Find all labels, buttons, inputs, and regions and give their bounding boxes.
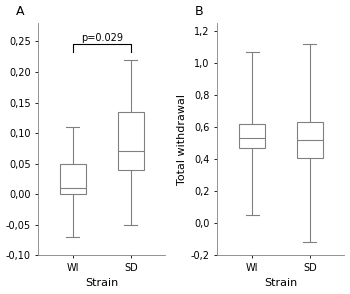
X-axis label: Strain: Strain	[85, 278, 119, 288]
PathPatch shape	[118, 112, 144, 170]
PathPatch shape	[60, 163, 86, 194]
Text: A: A	[15, 6, 24, 19]
Text: p=0.029: p=0.029	[81, 33, 123, 43]
PathPatch shape	[239, 124, 265, 148]
PathPatch shape	[297, 122, 323, 158]
Y-axis label: Total withdrawal: Total withdrawal	[176, 94, 187, 185]
X-axis label: Strain: Strain	[264, 278, 298, 288]
Text: B: B	[195, 6, 203, 19]
